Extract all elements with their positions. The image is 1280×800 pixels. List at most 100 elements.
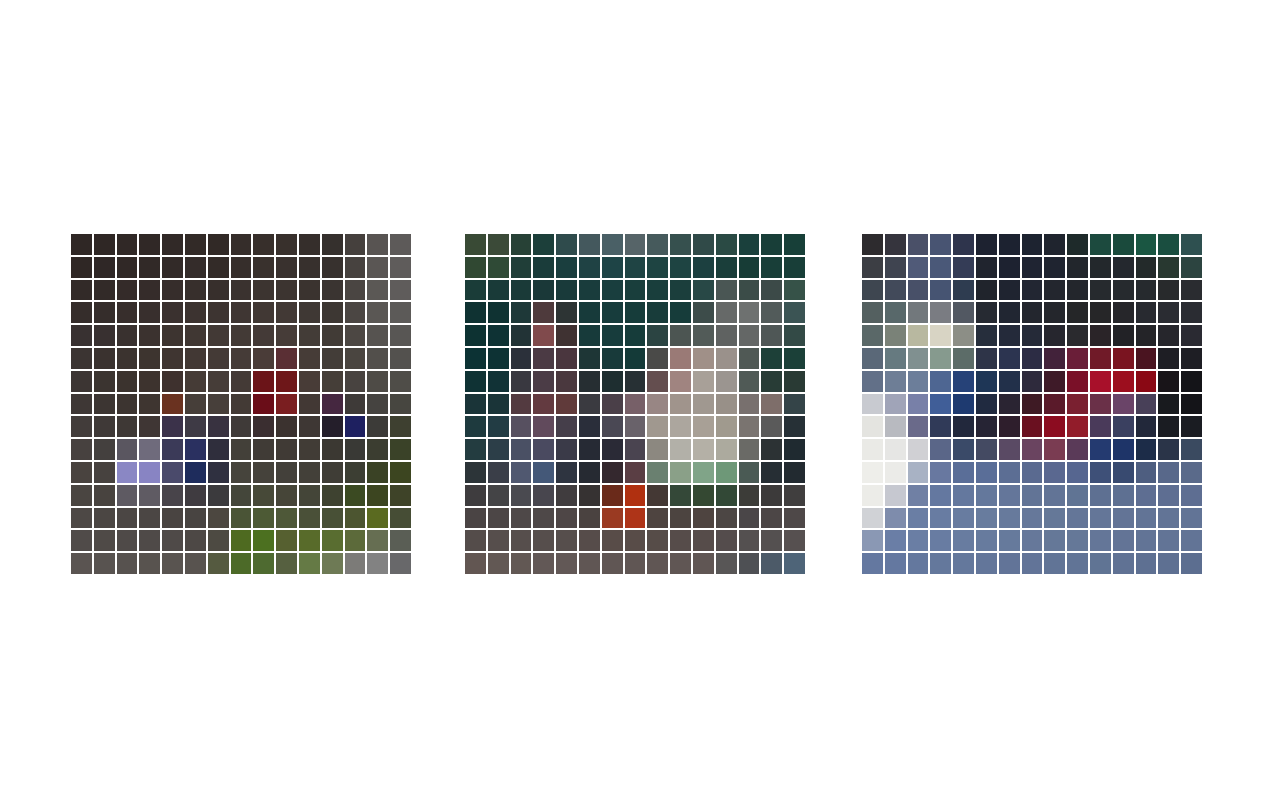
mosaic-cell [116, 234, 138, 255]
mosaic-cell [930, 234, 952, 255]
mosaic-cell [1044, 279, 1066, 301]
mosaic-cell [1044, 347, 1066, 369]
mosaic-cell [71, 234, 92, 255]
mosaic-cell [998, 234, 1020, 255]
mosaic-cell [1089, 530, 1111, 552]
mosaic-cell [998, 393, 1020, 415]
mosaic-cell [862, 347, 883, 369]
mosaic-cell [738, 234, 760, 255]
mosaic-cell [116, 370, 138, 392]
mosaic-cell [1067, 507, 1088, 529]
mosaic-cell [1112, 279, 1134, 301]
mosaic-cell [1135, 325, 1157, 346]
mosaic-cell [1158, 370, 1180, 392]
mosaic-cell [930, 325, 952, 346]
mosaic-cell [1158, 439, 1180, 460]
mosaic-cell [321, 416, 343, 438]
mosaic-cell [670, 279, 691, 301]
mosaic-cell [253, 347, 275, 369]
mosaic-cell [1112, 256, 1134, 278]
mosaic-cell [1112, 393, 1134, 415]
mosaic-cell [533, 530, 555, 552]
mosaic-cell [738, 416, 760, 438]
mosaic-cell [344, 393, 366, 415]
mosaic-cell [761, 279, 783, 301]
mosaic-cell [71, 507, 92, 529]
mosaic-cell [975, 393, 997, 415]
mosaic-cell [862, 393, 883, 415]
mosaic-cell [624, 302, 646, 324]
mosaic-cell [510, 416, 532, 438]
mosaic-cell [533, 461, 555, 483]
mosaic-cell [321, 484, 343, 506]
mosaic-cell [390, 279, 411, 301]
mosaic-cell [1181, 484, 1202, 506]
mosaic-cell [230, 484, 252, 506]
mosaic-cell [139, 461, 161, 483]
mosaic-cell [601, 302, 623, 324]
mosaic-cell [1067, 325, 1088, 346]
mosaic-cell [1158, 347, 1180, 369]
mosaic-cell [715, 393, 737, 415]
mosaic-cell [578, 484, 600, 506]
mosaic-cell [601, 325, 623, 346]
mosaic-cell [487, 530, 509, 552]
mosaic-cell [207, 279, 229, 301]
mosaic-cell [367, 461, 389, 483]
mosaic-cell [884, 530, 906, 552]
mosaic-cell [184, 279, 206, 301]
mosaic-cell [184, 393, 206, 415]
mosaic-cell [692, 507, 714, 529]
mosaic-cell [1158, 302, 1180, 324]
mosaic-cell [556, 347, 577, 369]
mosaic-cell [207, 507, 229, 529]
mosaic-cell [738, 507, 760, 529]
mosaic-cell [907, 530, 929, 552]
mosaic-cell [930, 279, 952, 301]
mosaic-cell [139, 234, 161, 255]
mosaic-cell [884, 370, 906, 392]
mosaic-cell [975, 416, 997, 438]
mosaic-cell [298, 484, 320, 506]
mosaic-cell [1089, 347, 1111, 369]
mosaic-cell [1112, 347, 1134, 369]
mosaic-cell [344, 461, 366, 483]
mosaic-cell [578, 553, 600, 574]
mosaic-cell [930, 256, 952, 278]
mosaic-cell [761, 234, 783, 255]
mosaic-cell [930, 416, 952, 438]
mosaic-cell [1067, 484, 1088, 506]
mosaic-cell [184, 484, 206, 506]
mosaic-cell [321, 507, 343, 529]
mosaic-cell [862, 234, 883, 255]
mosaic-cell [784, 439, 805, 460]
mosaic-cell [465, 439, 486, 460]
mosaic-cell [1181, 256, 1202, 278]
mosaic-cell [1089, 507, 1111, 529]
mosaic-cell [1021, 234, 1043, 255]
mosaic-cell [1089, 234, 1111, 255]
mosaic-cell [930, 507, 952, 529]
mosaic-cell [1112, 370, 1134, 392]
mosaic-cell [276, 347, 297, 369]
mosaic-cell [998, 302, 1020, 324]
mosaic-cell [533, 370, 555, 392]
mosaic-cell [298, 234, 320, 255]
mosaic-cell [1044, 553, 1066, 574]
mosaic-cell [556, 325, 577, 346]
mosaic-cell [738, 279, 760, 301]
mosaic-cell [670, 416, 691, 438]
mosaic-cell [367, 234, 389, 255]
mosaic-cell [930, 347, 952, 369]
mosaic-cell [510, 461, 532, 483]
mosaic-cell [862, 370, 883, 392]
mosaic-cell [71, 461, 92, 483]
mosaic-cell [1181, 234, 1202, 255]
mosaic-cell [71, 439, 92, 460]
mosaic-cell [116, 553, 138, 574]
mosaic-cell [624, 439, 646, 460]
mosaic-cell [761, 325, 783, 346]
mosaic-cell [601, 553, 623, 574]
mosaic-cell [953, 347, 974, 369]
mosaic-cell [1021, 370, 1043, 392]
